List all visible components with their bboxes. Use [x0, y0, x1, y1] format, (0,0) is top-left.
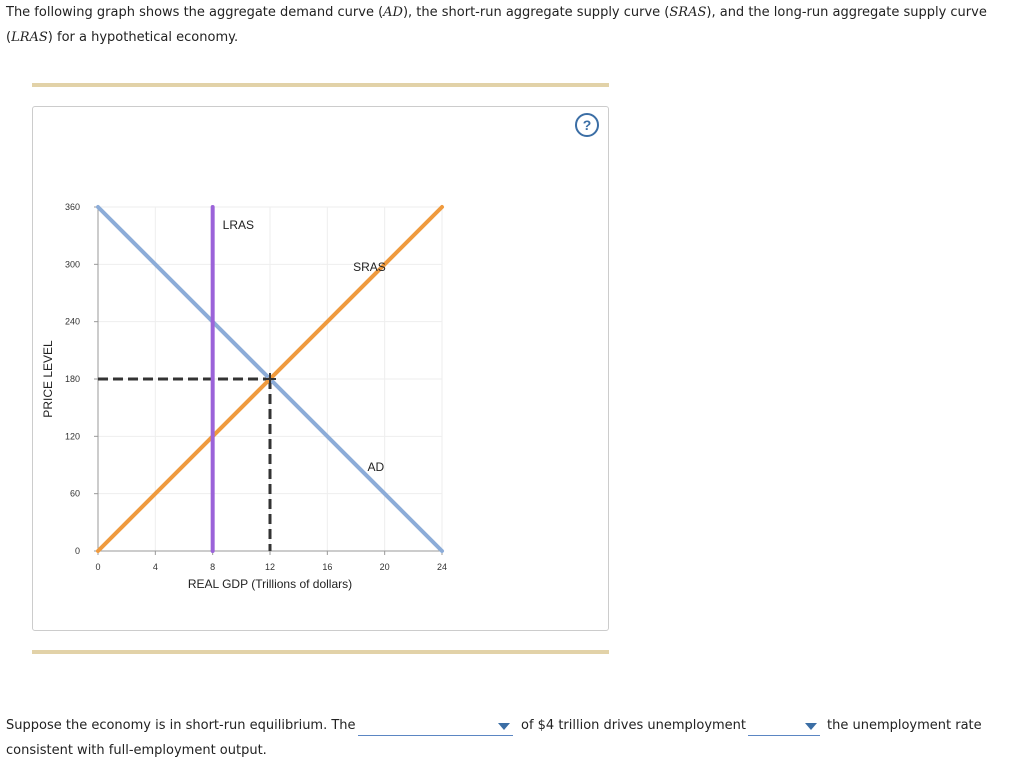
question-text-1: Suppose the economy is in short-run equi… — [6, 718, 356, 733]
graph-panel: ? 0 60 120 180 240 300 360 0 4 8 12 16 20 24 REAL GDP … — [32, 106, 609, 631]
y-tick-label: 60 — [70, 489, 80, 499]
chevron-down-icon — [498, 723, 510, 730]
dropdown-direction[interactable] — [748, 717, 820, 736]
x-tick-label: 4 — [153, 562, 158, 572]
lras-label: LRAS — [223, 218, 254, 232]
y-tick-label: 120 — [65, 431, 80, 441]
y-tick-label: 240 — [65, 317, 80, 327]
ad-abbr: AD — [383, 5, 403, 20]
bottom-rule — [32, 650, 609, 654]
ad-as-chart: 0 60 120 180 240 300 360 0 4 8 12 16 20 24 REAL GDP (T… — [41, 202, 447, 591]
chevron-down-icon — [805, 723, 817, 730]
y-tick-label: 300 — [65, 259, 80, 269]
help-question-icon[interactable]: ? — [575, 113, 599, 137]
x-tick-label: 12 — [265, 562, 275, 572]
question-text-2: of $4 trillion drives unemployment — [521, 718, 747, 733]
x-tick-label: 24 — [437, 562, 447, 572]
top-rule — [32, 83, 609, 87]
y-tick-label: 0 — [75, 546, 80, 556]
dropdown-shift-type[interactable] — [358, 717, 513, 736]
question-text-4: consistent with full-employment output. — [6, 743, 267, 758]
x-tick-label: 0 — [95, 562, 100, 572]
y-tick-label: 180 — [65, 374, 80, 384]
x-tick-label: 20 — [380, 562, 390, 572]
question-text-3: the unemployment rate — [827, 718, 982, 733]
intro-text: The following graph shows the aggregate … — [6, 5, 987, 45]
x-tick-label: 8 — [210, 562, 215, 572]
sras-label: SRAS — [353, 260, 386, 274]
lras-abbr: LRAS — [11, 30, 48, 45]
x-tick-label: 16 — [322, 562, 332, 572]
y-axis-label: PRICE LEVEL — [41, 340, 55, 418]
sras-abbr: SRAS — [669, 5, 707, 20]
x-axis-label: REAL GDP (Trillions of dollars) — [188, 577, 352, 591]
y-tick-label: 360 — [65, 202, 80, 212]
ad-label: AD — [367, 460, 384, 474]
